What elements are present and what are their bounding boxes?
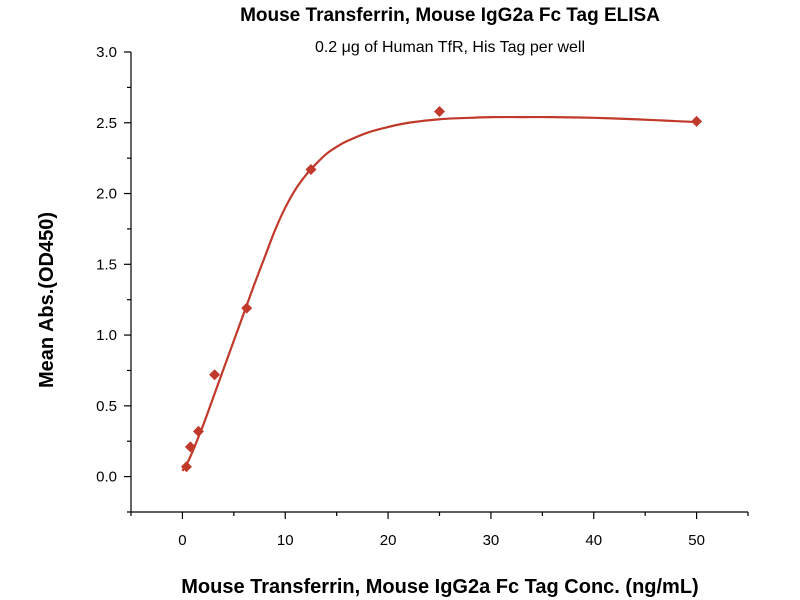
chart-title: Mouse Transferrin, Mouse IgG2a Fc Tag EL… xyxy=(240,5,660,26)
fit-curve-layer xyxy=(181,115,697,472)
data-point xyxy=(691,115,703,127)
x-axis-label: Mouse Transferrin, Mouse IgG2a Fc Tag Co… xyxy=(181,576,698,598)
axes: 0 10 20 30 40 50 0.0 0.5 1.0 1.5 2.0 2.5 3.0 xyxy=(96,44,749,549)
data-point xyxy=(209,369,221,381)
y-tick-label: 2.0 xyxy=(96,186,117,203)
y-tick-label: 0.5 xyxy=(96,398,117,415)
data-point xyxy=(192,425,204,437)
data-point xyxy=(180,461,192,473)
x-tick-label: 20 xyxy=(380,532,397,549)
data-point xyxy=(305,163,317,175)
y-axis-label: Mean Abs.(OD450) xyxy=(36,212,58,388)
fit-curve xyxy=(181,115,697,472)
y-tick-label: 2.5 xyxy=(96,115,117,132)
y-tick-label: 0.0 xyxy=(96,469,117,486)
chart-subtitle: 0.2 μg of Human TfR, His Tag per well xyxy=(315,39,585,56)
data-point xyxy=(434,105,445,117)
x-tick-label: 10 xyxy=(277,532,294,549)
data-points-layer xyxy=(180,105,703,473)
x-tick-label: 0 xyxy=(178,532,186,549)
x-tick-label: 50 xyxy=(688,532,705,549)
y-tick-label: 3.0 xyxy=(96,44,117,61)
x-tick-label: 40 xyxy=(585,532,602,549)
y-tick-label: 1.0 xyxy=(96,327,117,344)
data-point xyxy=(184,441,196,453)
x-tick-label: 30 xyxy=(483,532,500,549)
y-tick-label: 1.5 xyxy=(96,256,117,273)
data-point xyxy=(241,302,253,314)
